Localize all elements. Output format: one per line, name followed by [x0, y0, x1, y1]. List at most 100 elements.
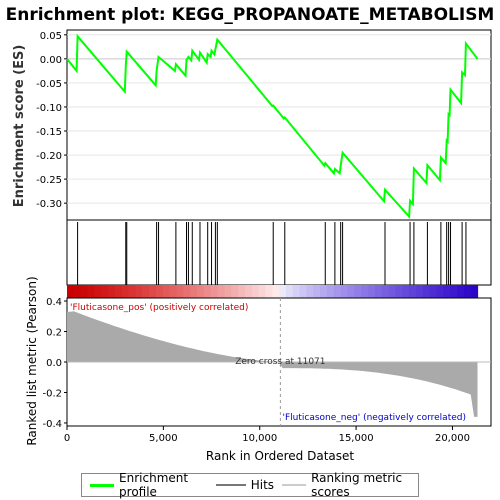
legend-swatch-green: [90, 483, 115, 487]
color-bar-segment: [463, 285, 472, 298]
color-bar-segment: [313, 285, 321, 298]
color-bar-segment: [279, 285, 287, 298]
color-bar-segment: [162, 285, 171, 298]
color-bar-segment: [374, 285, 383, 298]
es-gridlines: [67, 34, 491, 204]
x-tick-label: 15,000: [339, 433, 374, 444]
legend-item-enrichment-profile: Enrichment profile: [90, 471, 208, 499]
color-bar-segment: [381, 285, 390, 298]
color-bar-segment: [326, 285, 335, 298]
es-y-axis-label: Enrichment score (ES): [12, 45, 27, 208]
color-bar-segment: [265, 285, 273, 298]
color-bar-segment: [258, 285, 267, 298]
color-bar-segment: [169, 285, 178, 298]
es-tick-label: -0.25: [36, 175, 62, 186]
x-tick-label: 10,000: [242, 433, 277, 444]
color-bar-segment: [306, 285, 314, 298]
x-axis-label: Rank in Ordered Dataset: [206, 449, 354, 463]
color-bar-segment: [333, 285, 342, 298]
color-bar-segment: [73, 285, 82, 298]
negative-label: 'Fluticasone_neg' (negatively correlated…: [283, 413, 466, 423]
chart-title: Enrichment plot: KEGG_PROPANOATE_METABOL…: [6, 5, 495, 25]
legend-swatch-light: [282, 484, 307, 486]
color-bar-segment: [128, 285, 137, 298]
color-bar-segment: [135, 285, 143, 298]
color-bar-segment: [347, 285, 355, 298]
color-bar-segment: [231, 285, 239, 298]
color-bar-segment: [272, 285, 280, 298]
color-bar-segment: [203, 285, 212, 298]
color-bar-segment: [142, 285, 150, 298]
color-bar-segment: [67, 285, 75, 298]
es-tick-label: -0.10: [36, 103, 62, 114]
color-bar-segment: [114, 285, 123, 298]
es-tick-label: -0.30: [36, 199, 62, 210]
color-bar-segment: [196, 285, 205, 298]
color-bar-segment: [210, 285, 219, 298]
legend: Enrichment profile Hits Ranking metric s…: [81, 471, 419, 499]
color-bar-segment: [224, 285, 232, 298]
legend-label: Hits: [250, 478, 275, 492]
es-y-ticks: 0.05 0.00 -0.05 -0.10 -0.15 -0.20 -0.25 -0.30: [36, 31, 67, 210]
color-bar-segment: [244, 285, 253, 298]
metric-y-ticks: 0.4 0.2 0.0 -0.2 -0.4: [42, 297, 491, 430]
es-tick-label: -0.20: [36, 151, 62, 162]
color-bar-segment: [429, 285, 438, 298]
color-bar-segment: [456, 285, 465, 298]
color-bar-segment: [409, 285, 417, 298]
color-bar-segment: [121, 285, 130, 298]
color-bar-segment: [450, 285, 458, 298]
positive-label: 'Fluticasone_pos' (positively correlated…: [70, 303, 248, 313]
legend-label: Ranking metric scores: [311, 471, 403, 499]
color-bar-segment: [176, 285, 184, 298]
color-bar-segment: [299, 285, 308, 298]
color-bar-segment: [108, 285, 116, 298]
color-bar-segment: [368, 285, 376, 298]
color-bar-segment: [415, 285, 424, 298]
zero-cross-label: Zero cross at 11071: [235, 357, 325, 367]
color-bar-segment: [80, 285, 89, 298]
color-bar-segment: [402, 285, 410, 298]
x-tick-label: 0: [64, 433, 70, 444]
rank-color-bar: [67, 285, 479, 298]
color-bar-segment: [443, 285, 451, 298]
color-bar-segment: [292, 285, 301, 298]
es-panel: [66, 29, 492, 221]
color-bar-segment: [340, 285, 349, 298]
color-bar-segment: [320, 285, 328, 298]
color-bar-segment: [101, 285, 109, 298]
legend-label: Enrichment profile: [119, 471, 189, 499]
metric-tick-label: -0.2: [42, 388, 62, 399]
color-bar-segment: [87, 285, 95, 298]
metric-tick-label: 0.0: [46, 358, 62, 369]
legend-item-hits: Hits: [215, 478, 275, 492]
es-tick-label: -0.15: [36, 127, 62, 138]
color-bar-segment: [155, 285, 164, 298]
metric-tick-label: -0.4: [42, 419, 62, 430]
es-tick-label: 0.00: [40, 55, 62, 66]
es-tick-label: -0.05: [36, 79, 62, 90]
color-bar-segment: [217, 285, 225, 298]
color-bar-segment: [361, 285, 369, 298]
color-bar-segment: [354, 285, 362, 298]
color-bar-segment: [94, 285, 102, 298]
x-axis-ticks: 0 5,000 10,000 15,000 20,000: [64, 426, 470, 444]
color-bar-segment: [285, 285, 294, 298]
color-bar-segment: [190, 285, 198, 298]
color-bar-segment: [470, 285, 479, 298]
metric-y-axis-label: Ranked list metric (Pearson): [25, 276, 39, 445]
color-bar-segment: [149, 285, 157, 298]
x-tick-label: 5,000: [149, 433, 178, 444]
color-bar-segment: [436, 285, 444, 298]
hit-markers: [77, 222, 467, 285]
color-bar-segment: [251, 285, 260, 298]
legend-item-ranking-metric: Ranking metric scores: [282, 471, 418, 499]
color-bar-segment: [388, 285, 397, 298]
x-tick-label: 20,000: [435, 433, 470, 444]
legend-swatch-gray: [215, 484, 246, 486]
color-bar-segment: [422, 285, 431, 298]
enrichment-profile-line: [66, 33, 479, 220]
color-bar-segment: [395, 285, 403, 298]
color-bar-segment: [238, 285, 246, 298]
